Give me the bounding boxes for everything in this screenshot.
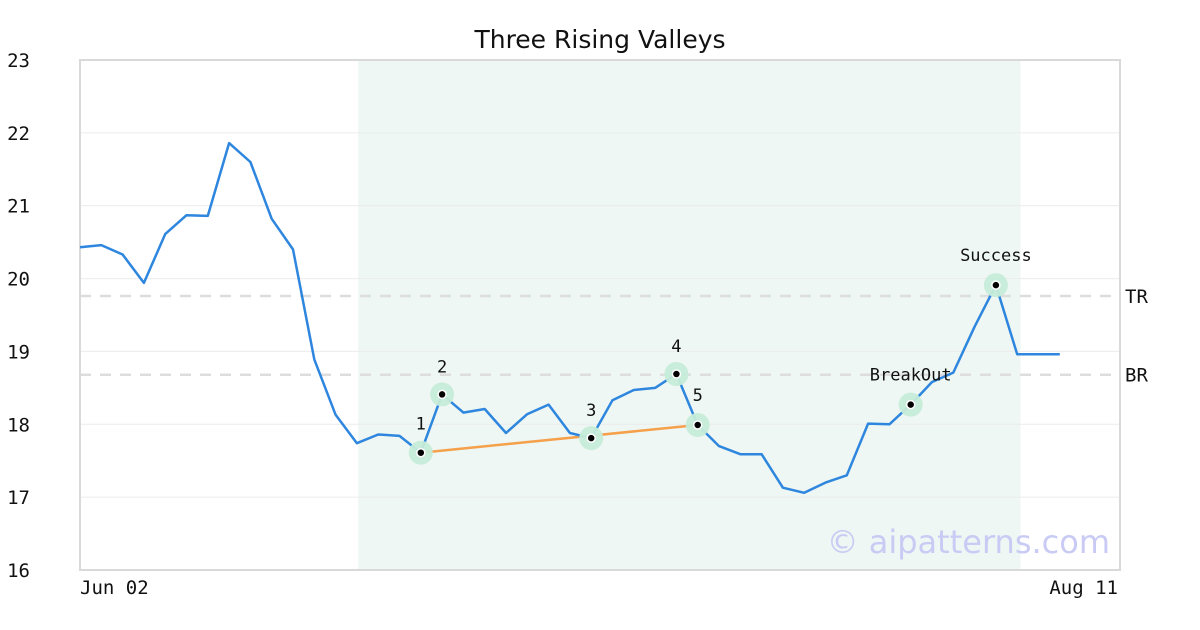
marker-label-4: 4: [671, 337, 681, 357]
chart-title: Three Rising Valleys: [473, 25, 725, 54]
y-tick-22: 22: [7, 123, 30, 145]
y-tick-17: 17: [7, 487, 30, 509]
marker-label-breakout: BreakOut: [870, 366, 952, 386]
marker-dot-3: [586, 433, 596, 443]
pattern-trend-line: [420, 423, 698, 454]
marker-label-1: 1: [416, 415, 426, 435]
y-axis-ticks: 16 17 18 19 20 21 22 23: [7, 50, 30, 582]
y-tick-20: 20: [7, 269, 30, 291]
y-tick-23: 23: [7, 50, 30, 72]
y-tick-19: 19: [7, 341, 30, 363]
marker-label-success: Success: [960, 246, 1032, 266]
price-series-line: [79, 141, 1060, 495]
plot-frame: [79, 59, 1121, 571]
marker-dot-2: [437, 389, 447, 400]
marker-dot-5: [692, 420, 703, 430]
shaded-pattern-region: [358, 60, 1021, 570]
y-tick-21: 21: [7, 196, 30, 218]
y-tick-16: 16: [7, 560, 30, 582]
pattern-markers: 1 2 3 4 5 BreakOut Success: [408, 246, 1032, 465]
marker-label-5: 5: [693, 386, 703, 406]
marker-dot-breakout: [905, 399, 916, 410]
gridlines: [80, 132, 1120, 498]
marker-dot-4: [671, 369, 682, 379]
y-tick-18: 18: [7, 414, 30, 436]
ref-label-tr: TR: [1125, 286, 1148, 308]
marker-label-3: 3: [586, 401, 596, 421]
marker-label-2: 2: [437, 357, 447, 377]
watermark: © aipatterns.com: [827, 523, 1110, 561]
ref-label-br: BR: [1125, 365, 1148, 387]
marker-dot-1: [416, 447, 426, 458]
marker-dot-success: [991, 280, 1001, 290]
x-tick-start: Jun 02: [80, 577, 149, 599]
x-tick-end: Aug 11: [1049, 577, 1118, 599]
